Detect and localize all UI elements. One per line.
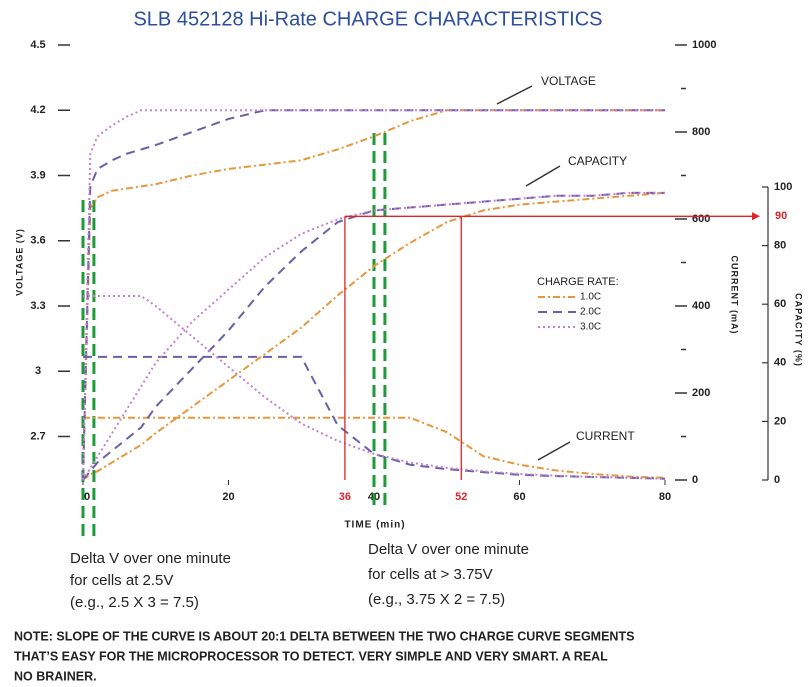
- y2-tick-label: 0: [692, 474, 698, 486]
- y3-tick-label: 0: [774, 474, 780, 486]
- y2-axis-title: CURRENT (mA): [730, 256, 740, 335]
- arrow: [537, 441, 571, 461]
- arrow: [496, 85, 533, 105]
- curve-label: VOLTAGE: [541, 74, 596, 88]
- chart-title: SLB 452128 Hi-Rate CHARGE CHARACTERISTIC…: [133, 8, 602, 30]
- y-tick-label: 2.7: [30, 430, 45, 442]
- red-time-label: 36: [339, 491, 351, 503]
- y3-tick-label: 40: [774, 357, 786, 369]
- footer-note: NOTE: SLOPE OF THE CURVE IS ABOUT 20:1 D…: [14, 629, 634, 643]
- y-tick-label: 4.5: [30, 39, 45, 51]
- x-axis-title: TIME (min): [344, 520, 405, 531]
- y-tick-label: 3.3: [30, 300, 45, 312]
- curve-label: CURRENT: [576, 429, 635, 443]
- footer-note: NO BRAINER.: [14, 669, 97, 683]
- y2-tick-label: 400: [692, 300, 710, 312]
- voltage-line: [82, 109, 665, 481]
- y2-tick-label: 800: [692, 126, 710, 138]
- red-time-label: 52: [455, 491, 467, 503]
- curve-label: CAPACITY: [568, 154, 627, 168]
- red-level-label: 90: [775, 210, 787, 222]
- y2-tick-label: 600: [692, 213, 710, 225]
- legend-label: 2.0C: [580, 307, 601, 318]
- footer-note: THAT’S EASY FOR THE MICROPROCESSOR TO DE…: [14, 649, 608, 663]
- x-tick-label: 0: [84, 491, 90, 503]
- capacity-line: [82, 191, 665, 481]
- legend-label: 3.0C: [580, 322, 601, 333]
- note-left: Delta V over one minute: [70, 550, 231, 567]
- note-left: (e.g., 2.5 X 3 = 7.5): [70, 594, 199, 611]
- y3-tick-label: 20: [774, 415, 786, 427]
- voltage-line: [82, 109, 665, 481]
- y3-tick-label: 60: [774, 298, 786, 310]
- red-arrowhead: [752, 212, 760, 221]
- y3-tick-label: 80: [774, 240, 786, 252]
- y3-axis-title: CAPACITY (%): [794, 293, 804, 367]
- current-line: [83, 355, 666, 480]
- x-tick-label: 60: [513, 491, 525, 503]
- capacity-line: [82, 191, 666, 481]
- y-axis-title: VOLTAGE (V): [14, 228, 24, 296]
- legend-title: CHARGE RATE:: [537, 276, 619, 288]
- y-tick-label: 3: [35, 365, 41, 377]
- y-tick-label: 3.9: [30, 169, 45, 181]
- y-tick-label: 3.6: [30, 235, 45, 247]
- note-right: (e.g., 3.75 X 2 = 7.5): [368, 591, 505, 608]
- note-right: for cells at > 3.75V: [368, 566, 493, 583]
- note-right: Delta V over one minute: [368, 541, 529, 558]
- x-tick-label: 80: [659, 491, 671, 503]
- arrow: [525, 165, 561, 187]
- y2-tick-label: 1000: [692, 39, 716, 51]
- y-tick-label: 4.2: [30, 104, 45, 116]
- y3-tick-label: 100: [774, 181, 792, 193]
- current-line: [83, 416, 666, 479]
- x-tick-label: 20: [222, 491, 234, 503]
- legend-label: 1.0C: [580, 292, 601, 303]
- note-left: for cells at 2.5V: [70, 572, 173, 589]
- y2-tick-label: 200: [692, 387, 710, 399]
